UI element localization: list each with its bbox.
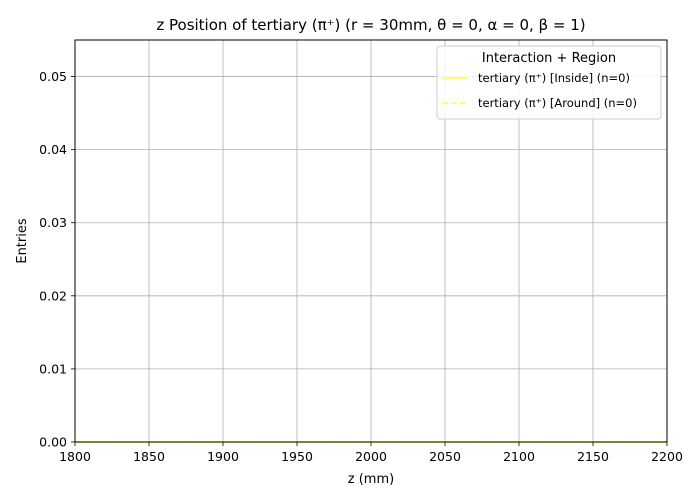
x-tick-label: 1850 (133, 449, 165, 464)
x-axis-label: z (mm) (348, 472, 394, 487)
x-tick-label: 1950 (281, 449, 313, 464)
ticks: 1800 1850 1900 1950 2000 2050 2100 2150 2200 0.00… (39, 69, 683, 464)
legend-entry-around: tertiary (π⁺) [Around] (n=0) (478, 96, 637, 110)
chart-title: z Position of tertiary (π⁺) (r = 30mm, θ… (156, 16, 585, 34)
legend-box (436, 45, 662, 120)
y-tick-label: 0.01 (39, 361, 67, 376)
x-tick-label: 2200 (651, 449, 683, 464)
y-tick-label: 0.03 (39, 215, 67, 230)
y-tick-label: 0.02 (39, 288, 67, 303)
legend-entry-inside: tertiary (π⁺) [Inside] (n=0) (478, 71, 630, 85)
legend-title: Interaction + Region (482, 51, 616, 66)
x-tick-label: 2150 (577, 449, 609, 464)
x-tick-label: 2050 (429, 449, 461, 464)
y-tick-label: 0.05 (39, 69, 67, 84)
x-tick-label: 2000 (355, 449, 387, 464)
x-tick-label: 1800 (59, 449, 91, 464)
y-tick-label: 0.00 (39, 435, 67, 450)
y-axis-label: Entries (15, 218, 30, 264)
x-tick-label: 1900 (207, 449, 239, 464)
y-tick-label: 0.04 (39, 142, 67, 157)
legend: Interaction + Region tertiary (π⁺) [Insi… (436, 45, 662, 120)
x-tick-label: 2100 (503, 449, 535, 464)
